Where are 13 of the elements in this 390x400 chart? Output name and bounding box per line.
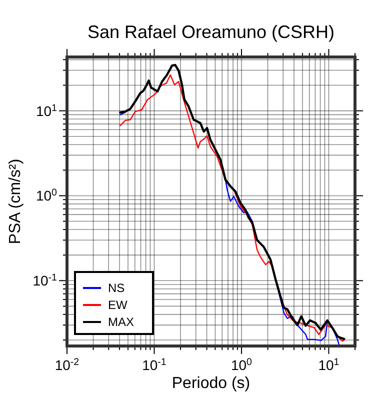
legend-label: EW [108, 298, 128, 312]
chart-title: San Rafael Oreamuno (CSRH) [87, 22, 335, 42]
x-tick-label: 10$^{-1}$ [142, 356, 166, 373]
y-axis-title: PSA (cm/s²) [7, 158, 24, 244]
x-tick-label: 10$^{-2}$ [54, 356, 80, 373]
y-tick-label: 10$^{-1}$ [32, 272, 57, 289]
x-tick-label: 10$^{0}$ [230, 356, 253, 373]
y-tick-label: 10$^{0}$ [36, 187, 58, 204]
legend-label: MAX [108, 315, 134, 329]
x-axis-title: Periodo (s) [172, 375, 250, 392]
y-tick-label: 10$^{1}$ [36, 102, 57, 119]
legend-label: NS [108, 281, 125, 295]
x-tick-label: 10$^{1}$ [318, 356, 340, 373]
